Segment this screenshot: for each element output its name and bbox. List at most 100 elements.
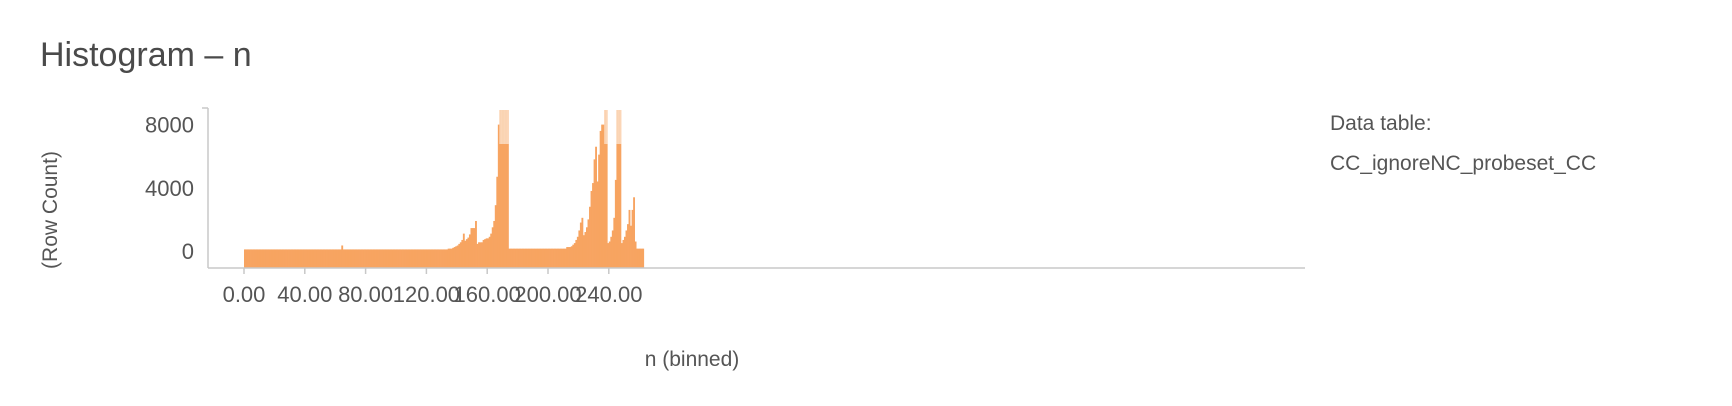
histogram-bar[interactable] xyxy=(326,249,328,268)
histogram-bar[interactable] xyxy=(488,236,491,268)
histogram-bar[interactable] xyxy=(449,248,452,268)
histogram-bar[interactable] xyxy=(421,249,424,268)
histogram-bar[interactable] xyxy=(566,247,569,268)
histogram-bar[interactable] xyxy=(538,248,541,268)
histogram-bar[interactable] xyxy=(464,240,467,268)
histogram-bar[interactable] xyxy=(307,249,310,268)
histogram-bar[interactable] xyxy=(548,248,550,268)
histogram-bar[interactable] xyxy=(610,236,613,268)
histogram-bar[interactable] xyxy=(481,242,483,268)
histogram-bar[interactable] xyxy=(576,236,579,268)
histogram-bar[interactable] xyxy=(282,249,284,268)
histogram-bar[interactable] xyxy=(575,239,578,268)
histogram-bar[interactable] xyxy=(593,159,596,268)
histogram-bar[interactable] xyxy=(396,249,398,268)
histogram-bar[interactable] xyxy=(639,248,642,268)
histogram-bar[interactable] xyxy=(411,249,414,268)
histogram-bar[interactable] xyxy=(482,239,485,268)
legend-table-name[interactable]: CC_ignoreNC_probeset_CC xyxy=(1330,152,1597,175)
histogram-bar[interactable] xyxy=(581,217,584,268)
histogram-bar[interactable] xyxy=(427,249,430,268)
histogram-bar[interactable] xyxy=(493,220,496,268)
histogram-bar[interactable] xyxy=(637,248,640,268)
histogram-bar[interactable] xyxy=(327,249,330,268)
histogram-bar[interactable] xyxy=(374,249,377,268)
histogram-bar[interactable] xyxy=(268,249,271,268)
histogram-bar[interactable] xyxy=(434,249,436,268)
histogram-bar[interactable] xyxy=(306,249,309,268)
histogram-bar[interactable] xyxy=(522,248,525,268)
histogram-bar[interactable] xyxy=(280,249,283,268)
histogram-bar[interactable] xyxy=(297,249,300,268)
histogram-bar[interactable] xyxy=(534,248,537,268)
histogram-bar[interactable] xyxy=(564,248,567,268)
histogram-bar[interactable] xyxy=(389,249,392,268)
histogram-bar[interactable] xyxy=(592,183,594,268)
histogram-bar[interactable] xyxy=(595,146,597,268)
histogram-bar[interactable] xyxy=(278,249,281,268)
histogram-bar[interactable] xyxy=(400,249,403,268)
histogram-bar[interactable] xyxy=(248,249,251,268)
histogram-bar[interactable] xyxy=(601,124,604,268)
histogram-bar[interactable] xyxy=(312,249,315,268)
histogram-bar[interactable] xyxy=(478,242,480,268)
histogram-bar[interactable] xyxy=(540,248,543,268)
histogram-bar[interactable] xyxy=(608,241,611,268)
histogram-bar[interactable] xyxy=(633,197,635,268)
histogram-bar[interactable] xyxy=(323,249,325,268)
histogram-bar[interactable] xyxy=(313,249,316,268)
histogram-bar[interactable] xyxy=(376,249,379,268)
histogram-bar[interactable] xyxy=(392,249,395,268)
histogram-bar[interactable] xyxy=(640,248,643,268)
histogram-bar[interactable] xyxy=(437,249,439,268)
histogram-bar[interactable] xyxy=(364,249,366,268)
histogram-bar[interactable] xyxy=(484,239,487,268)
histogram-bar[interactable] xyxy=(532,248,535,268)
histogram-bar[interactable] xyxy=(309,249,312,268)
histogram-bar[interactable] xyxy=(403,249,406,268)
histogram-bar[interactable] xyxy=(298,249,301,268)
histogram-bar[interactable] xyxy=(394,249,397,268)
histogram-bar[interactable] xyxy=(456,245,459,268)
histogram-bar[interactable] xyxy=(341,245,344,268)
histogram-bar[interactable] xyxy=(316,249,319,268)
histogram-bar[interactable] xyxy=(496,176,499,268)
histogram-bar[interactable] xyxy=(604,110,607,268)
histogram-bar[interactable] xyxy=(541,248,544,268)
histogram-bar[interactable] xyxy=(397,249,400,268)
histogram-bar[interactable] xyxy=(516,248,518,268)
histogram-bar[interactable] xyxy=(435,249,438,268)
histogram-bar[interactable] xyxy=(432,249,435,268)
histogram-bar[interactable] xyxy=(409,249,412,268)
histogram-bar[interactable] xyxy=(525,248,528,268)
histogram-bar[interactable] xyxy=(517,248,520,268)
histogram-bar[interactable] xyxy=(388,249,391,268)
histogram-bar[interactable] xyxy=(335,249,338,268)
histogram-bar[interactable] xyxy=(244,249,246,268)
histogram-bar[interactable] xyxy=(479,242,482,268)
histogram-bar[interactable] xyxy=(579,222,582,268)
histogram-bar[interactable] xyxy=(458,243,461,268)
histogram-bar[interactable] xyxy=(563,248,566,268)
histogram-bar[interactable] xyxy=(487,238,490,268)
histogram-bar[interactable] xyxy=(578,230,581,268)
histogram-bar[interactable] xyxy=(371,249,374,268)
histogram-bar[interactable] xyxy=(476,243,479,268)
histogram-bar[interactable] xyxy=(631,209,634,268)
histogram-bar[interactable] xyxy=(506,110,509,268)
histogram-bar[interactable] xyxy=(444,249,447,268)
histogram-bar[interactable] xyxy=(368,249,371,268)
histogram-bar[interactable] xyxy=(468,234,471,268)
histogram-bar[interactable] xyxy=(624,236,626,268)
histogram-bar[interactable] xyxy=(500,110,503,268)
histogram-bar[interactable] xyxy=(630,225,632,268)
histogram-bar[interactable] xyxy=(420,249,423,268)
histogram-bar[interactable] xyxy=(353,249,356,268)
histogram-bar[interactable] xyxy=(304,249,307,268)
histogram-bar[interactable] xyxy=(447,248,450,268)
histogram-bar[interactable] xyxy=(470,228,473,268)
histogram-bar[interactable] xyxy=(622,239,625,268)
histogram-bar[interactable] xyxy=(554,248,556,268)
histogram-bar[interactable] xyxy=(511,248,514,268)
histogram-bar[interactable] xyxy=(418,249,421,268)
